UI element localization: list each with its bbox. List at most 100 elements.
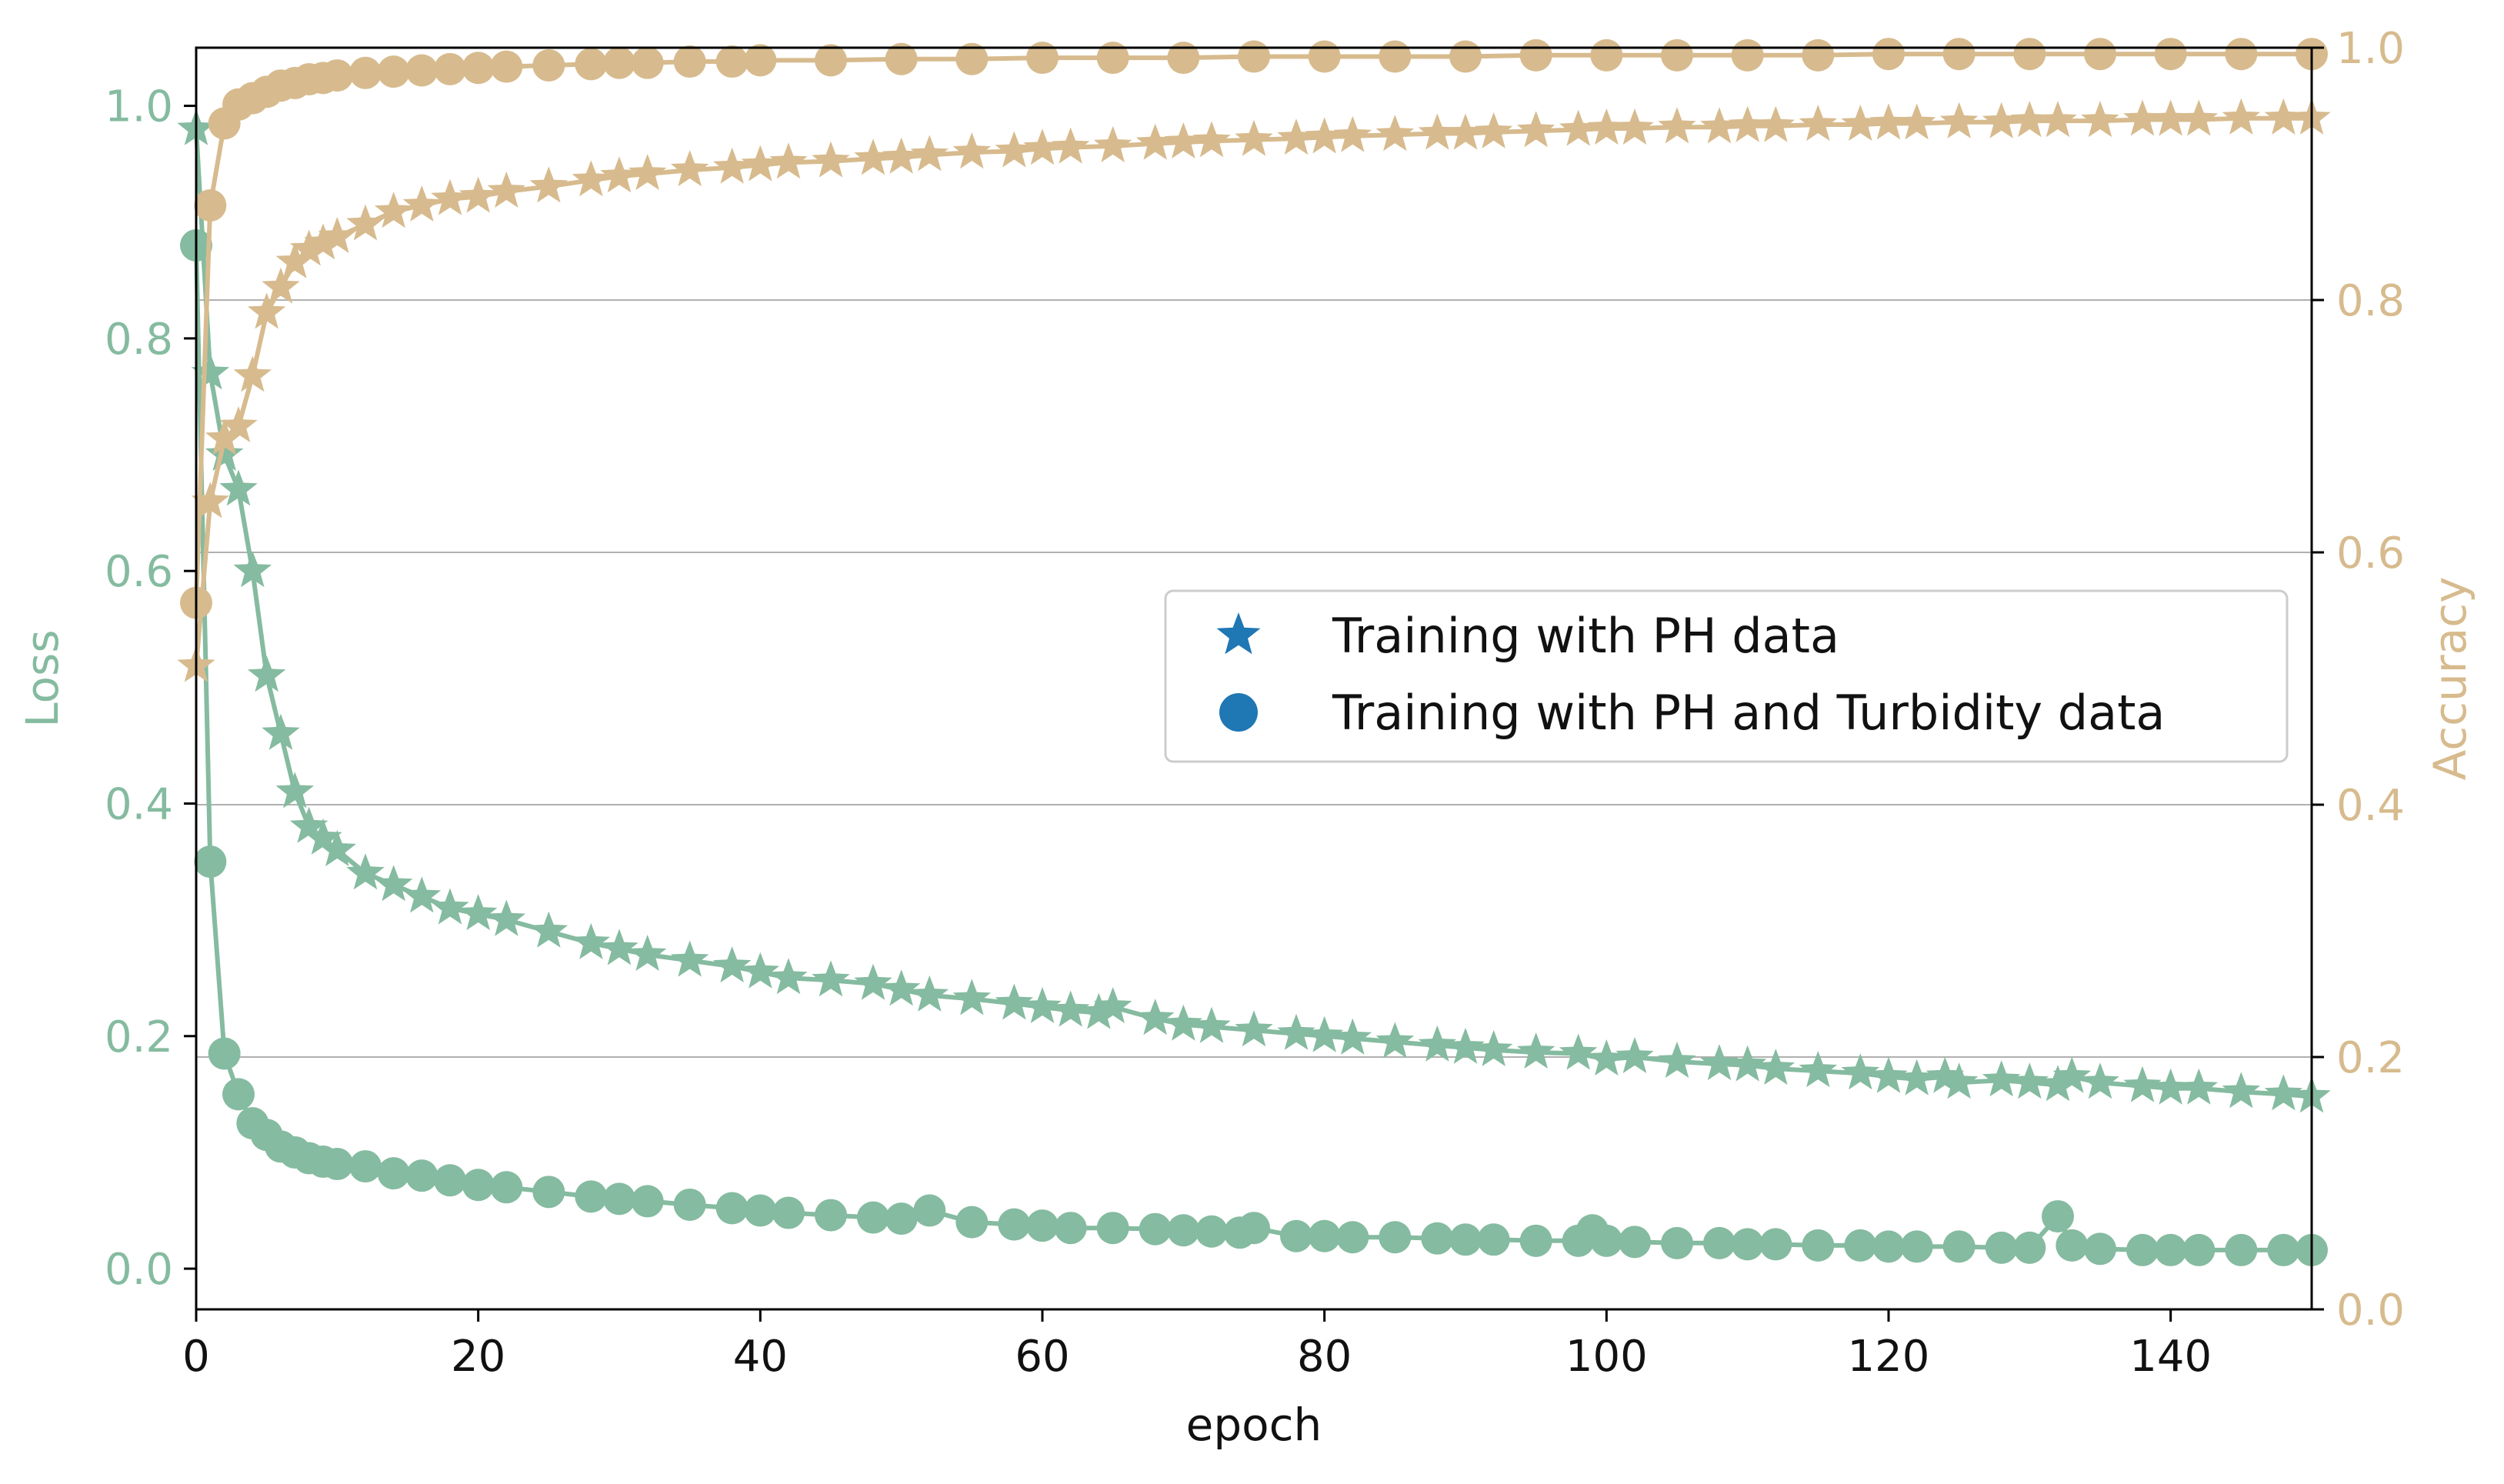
series-0-point [2010,1062,2049,1099]
y-left-axis-title: Loss [16,629,68,727]
series-0-point [572,922,611,959]
legend-circle-icon [1219,693,1258,732]
series-2-point [275,242,315,278]
series-1-point [857,1201,889,1234]
series-3-point [377,55,410,88]
series-1-point [1661,1226,1693,1259]
series-1-point [631,1185,664,1218]
series-2-point [952,132,992,169]
series-2-point [2039,101,2077,138]
series-2-point [247,292,286,329]
series-2-point [233,355,272,392]
series-2-point [205,419,244,455]
series-1-point [2267,1233,2300,1266]
series-2-point [1897,103,1936,140]
series-2-point [741,145,780,182]
series-2-point [1135,123,1175,160]
series-2-point [854,138,892,175]
series-0-point [854,963,892,1000]
series-0-point [2081,1062,2119,1099]
y-right-tick-label: 0.2 [2336,1033,2405,1083]
series-0-point [769,958,808,995]
series-3-point [405,54,438,87]
series-2-point [1192,121,1231,158]
series-2-point [1869,103,1908,140]
series-1-point [349,1150,382,1183]
series-1-point [885,1202,918,1236]
series-1-point [1449,1223,1482,1256]
series-3-point [744,44,777,77]
series-2-point [458,176,498,213]
series-2-point [1277,118,1315,155]
y-left-tick-label: 1.0 [105,82,173,132]
series-0-point [2151,1068,2190,1105]
series-0-point [1658,1042,1696,1079]
series-2-point [1305,117,1344,154]
series-1-point [575,1180,608,1213]
series-0-point [529,911,568,948]
series-1-point [2084,1232,2116,1266]
series-0-point [1079,992,1119,1029]
series-1-point [1195,1215,1228,1248]
series-0-point [289,806,328,843]
series-1-point [1731,1228,1764,1261]
series-2-point [431,178,469,215]
series-2-point [1658,107,1696,144]
series-0-point [2039,1065,2077,1102]
series-0-point [431,888,469,925]
series-0-point [1516,1032,1555,1069]
y-right-tick-label: 0.8 [2336,276,2405,326]
series-2-point [1799,105,1838,142]
series-2-point [1728,105,1767,142]
series-0-point [191,353,230,390]
series-2-point [2264,98,2303,135]
series-0-point [487,899,526,936]
x-tick-label: 80 [1297,1332,1352,1382]
series-0-point [2123,1065,2162,1102]
series-1-point [1280,1219,1312,1252]
series-1-point [2013,1231,2046,1264]
x-tick-label: 140 [2129,1332,2212,1382]
series-0-point [812,960,850,997]
series-1-point [1379,1221,1412,1254]
series-0-point [1728,1045,1767,1082]
series-2-point [374,192,413,228]
series-1-point [2225,1233,2258,1266]
series-1-point [1167,1214,1200,1247]
series-1-point [744,1194,777,1227]
series-0-point [1559,1033,1598,1070]
series-1-point [462,1169,495,1202]
series-2-point [1559,109,1598,146]
series-2-point [1700,107,1739,144]
series-1-point [405,1159,438,1192]
series-3-point [1379,40,1412,73]
series-3-point [1238,40,1270,73]
series-1-point [2126,1233,2159,1266]
y-right-axis-title: Accuracy [2424,577,2476,781]
series-1-point [1139,1212,1172,1246]
series-1-point [1026,1209,1059,1242]
series-3-point [955,42,989,75]
series-1-point [377,1157,410,1190]
series-1-point [1872,1230,1905,1263]
series-0-point [882,969,921,1006]
series-3-point [2225,38,2258,71]
series-1-point [1703,1226,1735,1259]
series-1-point [998,1208,1031,1241]
series-1-point [1802,1229,1835,1262]
series-1-point [715,1192,749,1225]
series-3-point [2154,38,2187,71]
x-tick-label: 100 [1565,1332,1648,1382]
series-1-point [1590,1224,1623,1257]
legend-box [1164,589,2289,763]
series-3-point [462,52,495,85]
series-2-point [995,131,1034,168]
series-1-point [673,1188,706,1221]
series-3-point [603,46,635,79]
series-0-point [1446,1027,1485,1064]
x-tick-label: 20 [451,1332,505,1382]
series-2-point [1023,128,1062,165]
series-1-point [222,1078,255,1111]
series-3-point [673,45,706,78]
